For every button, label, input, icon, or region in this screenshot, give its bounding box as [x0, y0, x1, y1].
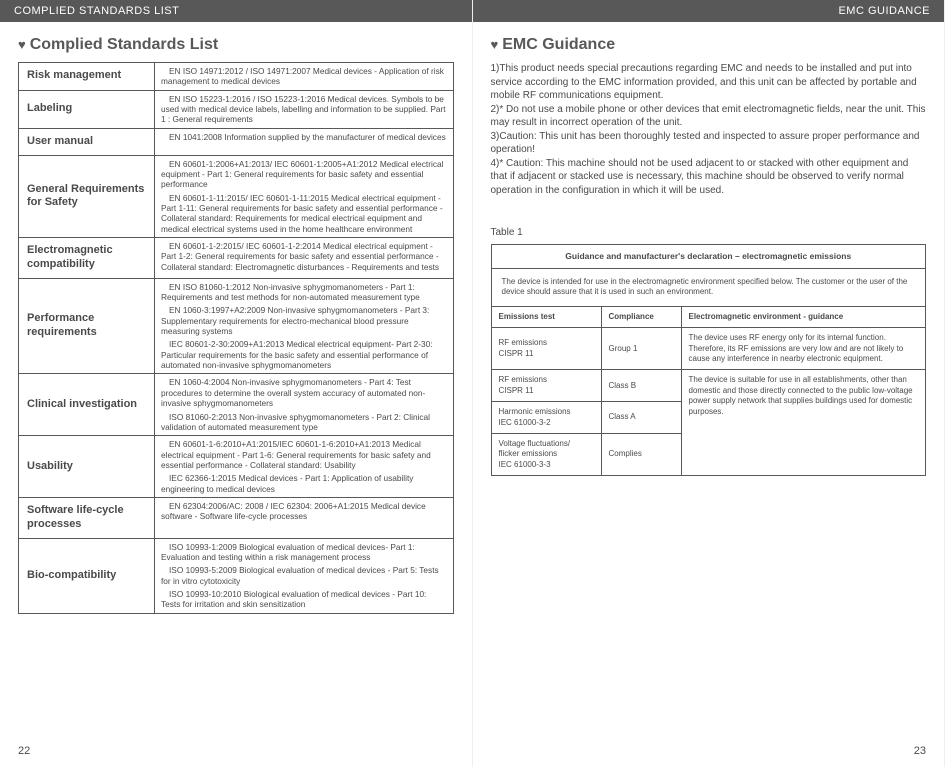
standards-label: User manual — [19, 128, 155, 155]
standards-desc-line: EN 1041:2008 Information supplied by the… — [161, 132, 447, 142]
cell-env: The device uses RF energy only for its i… — [681, 328, 926, 370]
standards-desc-line: EN 62304:2006/AC: 2008 / IEC 62304: 2006… — [161, 501, 447, 522]
emc-table-header-row: Emissions testComplianceElectromagnetic … — [491, 306, 926, 327]
standards-desc-line: EN 60601-1-2:2015/ IEC 60601-1-2:2014 Me… — [161, 241, 447, 272]
right-content: ♥EMC Guidance 1)This product needs speci… — [473, 22, 945, 476]
standards-label: Clinical investigation — [19, 374, 155, 436]
table-row: Bio-compatibility ISO 10993-1:2009 Biolog… — [19, 538, 454, 613]
col-compliance: Compliance — [601, 306, 681, 327]
standards-desc-line: EN 1060-3:1997+A2:2009 Non-invasive sphy… — [161, 305, 447, 336]
cell-compliance: Complies — [601, 433, 681, 475]
standards-desc-line: EN ISO 15223-1:2016 / ISO 15223-1:2016 M… — [161, 94, 447, 125]
standards-desc-line: IEC 80601-2-30:2009+A1:2013 Medical elec… — [161, 339, 447, 370]
left-page: COMPLIED STANDARDS LIST ♥ Complied Standa… — [0, 0, 473, 767]
standards-table: Risk management EN ISO 14971:2012 / ISO 1… — [18, 62, 454, 614]
emc-paragraph: 1)This product needs special precautions… — [491, 62, 927, 103]
emc-paragraph: 2)* Do not use a mobile phone or other d… — [491, 103, 927, 130]
standards-title: ♥ Complied Standards List — [18, 36, 454, 54]
heart-icon: ♥ — [18, 37, 26, 52]
header-right: EMC GUIDANCE — [473, 0, 945, 22]
standards-desc-line: ISO 10993-1:2009 Biological evaluation o… — [161, 542, 447, 563]
standards-desc-line: EN 60601-1-11:2015/ IEC 60601-1-11:2015 … — [161, 193, 447, 234]
standards-label: Labeling — [19, 90, 155, 128]
table-row: RF emissions CISPR 11Class BThe device i… — [491, 370, 926, 402]
table-row: RF emissions CISPR 11Group 1The device u… — [491, 328, 926, 370]
standards-label: Performance requirements — [19, 278, 155, 374]
col-emissions-test: Emissions test — [491, 306, 601, 327]
standards-desc: EN ISO 15223-1:2016 / ISO 15223-1:2016 M… — [155, 90, 454, 128]
standards-label: Usability — [19, 436, 155, 498]
standards-desc-line: IEC 62366-1:2015 Medical devices - Part … — [161, 473, 447, 494]
emc-title: ♥EMC Guidance — [491, 36, 927, 54]
cell-compliance: Group 1 — [601, 328, 681, 370]
cell-test: RF emissions CISPR 11 — [491, 370, 601, 402]
standards-desc-line: EN ISO 14971:2012 / ISO 14971:2007 Medic… — [161, 66, 447, 87]
standards-label: General Requirements for Safety — [19, 155, 155, 238]
standards-desc: EN ISO 81060-1:2012 Non-invasive sphygmo… — [155, 278, 454, 374]
table-row: UsabilityEN 60601-1-6:2010+A1:2015/IEC 6… — [19, 436, 454, 498]
standards-desc: EN 1060-4:2004 Non-invasive sphygmomanom… — [155, 374, 454, 436]
col-environment: Electromagnetic environment - guidance — [681, 306, 926, 327]
standards-desc: EN 62304:2006/AC: 2008 / IEC 62304: 2006… — [155, 498, 454, 539]
page-number-left: 22 — [18, 745, 30, 757]
standards-desc: EN ISO 14971:2012 / ISO 14971:2007 Medic… — [155, 63, 454, 91]
standards-label: Software life-cycle processes — [19, 498, 155, 539]
emc-paragraph: 3)Caution: This unit has been thoroughly… — [491, 130, 927, 157]
cell-test: Voltage fluctuations/ flicker emissions … — [491, 433, 601, 475]
right-page: EMC GUIDANCE ♥EMC Guidance 1)This produc… — [473, 0, 945, 767]
standards-desc-line: ISO 81060-2:2013 Non-invasive sphygmoman… — [161, 412, 447, 433]
table-row: Clinical investigationEN 1060-4:2004 Non… — [19, 374, 454, 436]
table-row: LabelingEN ISO 15223-1:2016 / ISO 15223-… — [19, 90, 454, 128]
standards-desc-line: EN ISO 81060-1:2012 Non-invasive sphygmo… — [161, 282, 447, 303]
standards-desc-line: EN 1060-4:2004 Non-invasive sphygmomanom… — [161, 377, 447, 408]
table-row: Performance requirements EN ISO 81060-1:2… — [19, 278, 454, 374]
standards-label: Electromagnetic compatibility — [19, 238, 155, 279]
emc-table-intro: The device is intended for use in the el… — [491, 269, 926, 307]
table-row: Software life-cycle processes EN 62304:20… — [19, 498, 454, 539]
cell-env: The device is suitable for use in all es… — [681, 370, 926, 476]
standards-label: Risk management — [19, 63, 155, 91]
page-number-right: 23 — [914, 745, 926, 757]
standards-desc: EN 60601-1-6:2010+A1:2015/IEC 60601-1-6:… — [155, 436, 454, 498]
cell-compliance: Class B — [601, 370, 681, 402]
standards-desc-line: ISO 10993-5:2009 Biological evaluation o… — [161, 565, 447, 586]
table-1-label: Table 1 — [491, 227, 927, 238]
emc-table-caption: Guidance and manufacturer's declaration … — [491, 245, 926, 269]
heart-icon: ♥ — [491, 37, 499, 52]
table-row: General Requirements for SafetyEN 60601-… — [19, 155, 454, 238]
header-left: COMPLIED STANDARDS LIST — [0, 0, 472, 22]
left-content: ♥ Complied Standards List Risk management… — [0, 22, 472, 614]
table-row: User manual EN 1041:2008 Information supp… — [19, 128, 454, 155]
emc-paragraph: 4)* Caution: This machine should not be … — [491, 157, 927, 198]
standards-desc: EN 1041:2008 Information supplied by the… — [155, 128, 454, 155]
cell-test: RF emissions CISPR 11 — [491, 328, 601, 370]
cell-compliance: Class A — [601, 402, 681, 434]
title-text: Complied Standards List — [30, 36, 218, 53]
emc-emissions-table: Guidance and manufacturer's declaration … — [491, 244, 927, 476]
title-text: EMC Guidance — [502, 36, 615, 53]
standards-desc-line: ISO 10993-10:2010 Biological evaluation … — [161, 589, 447, 610]
standards-desc: ISO 10993-1:2009 Biological evaluation o… — [155, 538, 454, 613]
standards-desc: EN 60601-1:2006+A1:2013/ IEC 60601-1:200… — [155, 155, 454, 238]
emc-paragraphs: 1)This product needs special precautions… — [491, 62, 927, 197]
standards-desc-line: EN 60601-1-6:2010+A1:2015/IEC 60601-1-6:… — [161, 439, 447, 470]
standards-label: Bio-compatibility — [19, 538, 155, 613]
standards-desc: EN 60601-1-2:2015/ IEC 60601-1-2:2014 Me… — [155, 238, 454, 279]
cell-test: Harmonic emissions IEC 61000-3-2 — [491, 402, 601, 434]
table-row: Risk management EN ISO 14971:2012 / ISO 1… — [19, 63, 454, 91]
standards-desc-line: EN 60601-1:2006+A1:2013/ IEC 60601-1:200… — [161, 159, 447, 190]
table-row: Electromagnetic compatibilityEN 60601-1-… — [19, 238, 454, 279]
